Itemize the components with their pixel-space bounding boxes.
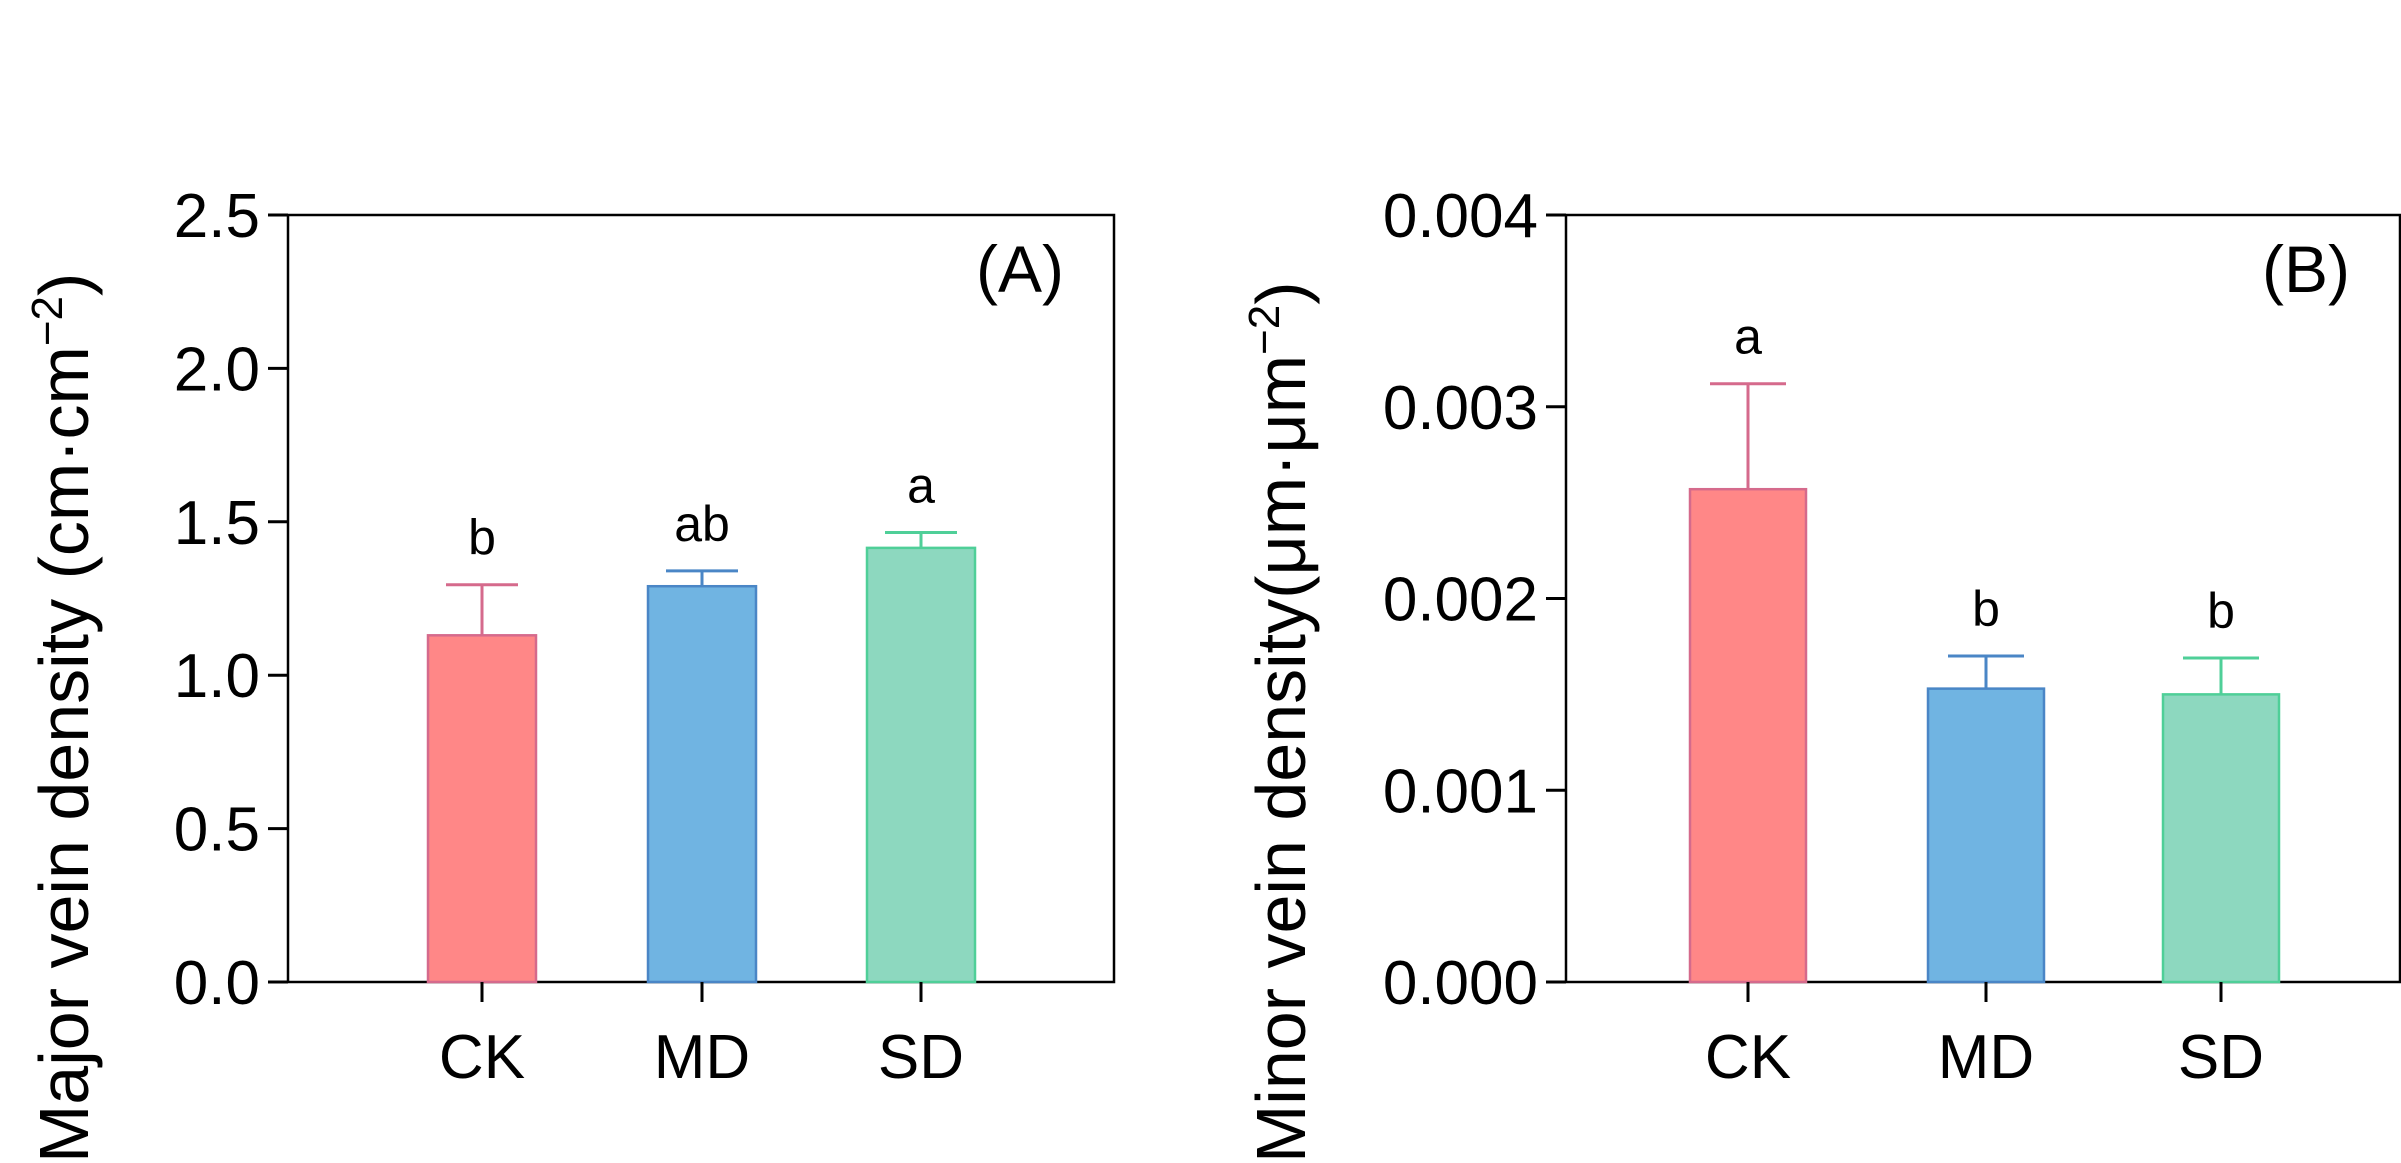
significance-label: a xyxy=(907,458,935,514)
significance-label: a xyxy=(1734,309,1762,365)
x-tick-label: SD xyxy=(2178,1023,2264,1092)
y-tick-label: 0.5 xyxy=(174,796,260,865)
y-tick-label: 2.0 xyxy=(174,335,260,404)
bar-md xyxy=(1926,687,2046,984)
y-tick-label: 0.0 xyxy=(174,949,260,1018)
x-tick-label: SD xyxy=(878,1023,964,1092)
panel-label-b: (B) xyxy=(2262,232,2350,306)
x-tick-label: MD xyxy=(1938,1023,2034,1092)
bar-md xyxy=(646,584,758,984)
bar-ck xyxy=(1688,487,1808,984)
y-axis-label-b: Minor vein density(μm·μm−2) xyxy=(1240,281,1320,1163)
y-tick-label: 0.003 xyxy=(1383,374,1538,443)
y-tick-label: 1.0 xyxy=(174,642,260,711)
bar-sd xyxy=(2161,693,2281,984)
chart-panel-a: Major vein density (cm·cm−2) (A) 0.0 0.5 1… xyxy=(23,182,1116,1163)
y-tick-label: 0.001 xyxy=(1383,757,1538,826)
y-tick-label: 1.5 xyxy=(174,489,260,558)
y-tick-label: 0.000 xyxy=(1383,949,1538,1018)
bar-ck xyxy=(426,634,538,984)
y-axis-label-a: Major vein density (cm·cm−2) xyxy=(23,273,103,1163)
panel-label-a: (A) xyxy=(976,232,1064,306)
y-tick-label: 0.004 xyxy=(1383,182,1538,251)
significance-label: b xyxy=(2207,583,2235,639)
bars-b: CK a MD b SD b xyxy=(1688,309,2281,1092)
y-ticks-a: 0.0 0.5 1.0 1.5 2.0 2.5 xyxy=(174,182,288,1018)
significance-label: b xyxy=(1972,581,2000,637)
bar-sd xyxy=(865,546,977,984)
chart-panel-b: Minor vein density(μm·μm−2) (B) 0.0000.0… xyxy=(1240,182,2401,1163)
y-tick-label: 0.002 xyxy=(1383,566,1538,635)
y-tick-label: 2.5 xyxy=(174,182,260,251)
x-tick-label: MD xyxy=(654,1023,750,1092)
significance-label: b xyxy=(468,510,496,566)
x-tick-label: CK xyxy=(439,1023,525,1092)
bars-a: CK b MD ab SD a xyxy=(426,458,977,1092)
x-tick-label: CK xyxy=(1705,1023,1791,1092)
y-ticks-b: 0.000 0.001 0.002 0.003 0.004 xyxy=(1383,182,1566,1018)
significance-label: ab xyxy=(674,496,730,552)
